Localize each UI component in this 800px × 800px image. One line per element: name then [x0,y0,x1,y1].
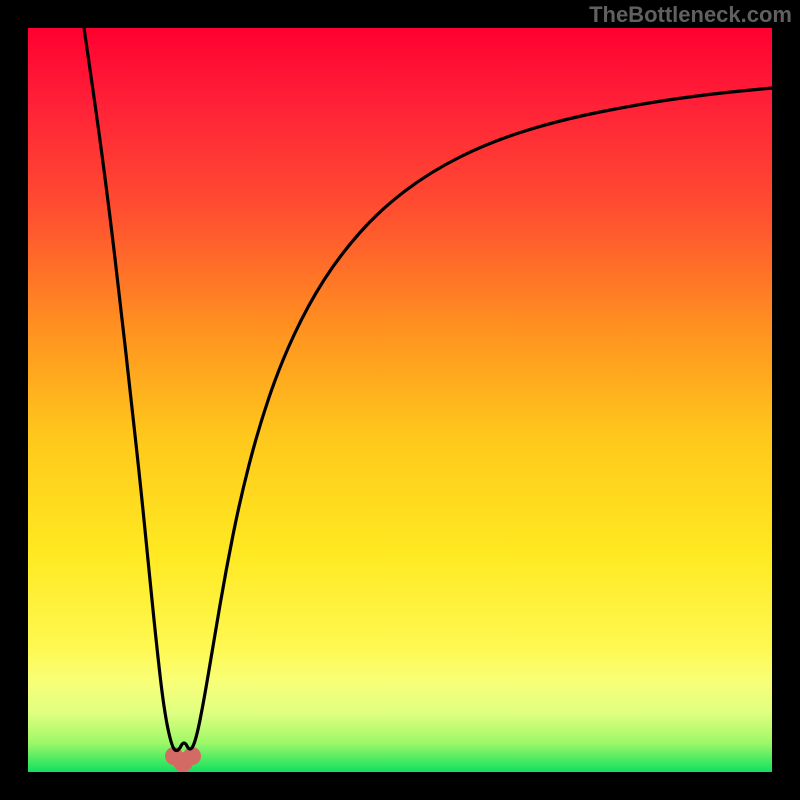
watermark-text: TheBottleneck.com [589,2,792,28]
chart-container: TheBottleneck.com [0,0,800,800]
plot-background [28,28,772,772]
marker-dot [173,752,193,772]
bottleneck-chart [0,0,800,800]
